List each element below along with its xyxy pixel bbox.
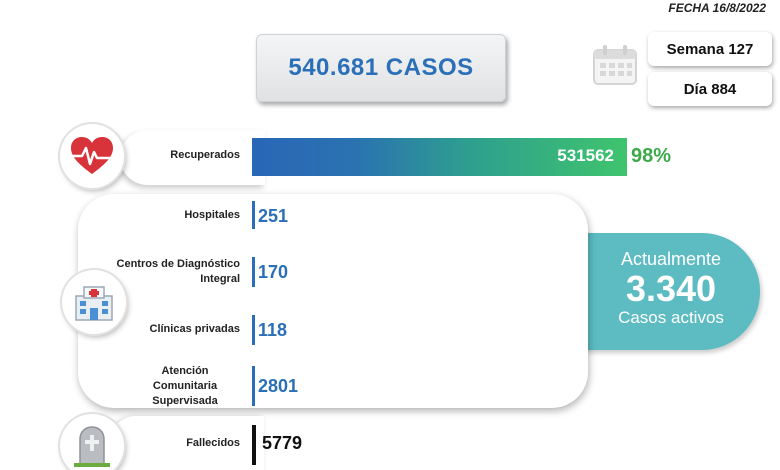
active-cases-heading: Actualmente (620, 249, 722, 269)
hospitales-value: 251 (258, 206, 289, 226)
calendar-icon (593, 45, 637, 85)
deceased-label: Fallecidos (186, 437, 240, 449)
active-cases-number: 3.340 (625, 268, 717, 309)
deceased-bar (252, 425, 256, 465)
acs-value: 2801 (258, 376, 299, 396)
total-cases-box: 540.681 CASOS (256, 34, 506, 102)
hospitales-bar (252, 201, 255, 229)
recovered-panel (120, 130, 265, 185)
recovered-percent: 98% (631, 145, 672, 167)
recovered-icon-circle (60, 124, 124, 188)
acs-label: Atención Comunitaria Supervisada (152, 365, 218, 407)
cdi-value: 170 (258, 262, 289, 282)
clinicas-label: Clínicas privadas (149, 323, 241, 335)
date-label: FECHA 16/8/2022 (668, 1, 766, 15)
cdi-bar (252, 257, 255, 287)
day-badge: Día 884 (648, 72, 772, 106)
active-cases-panel: Actualmente 3.340 Casos activos (560, 233, 760, 350)
clinicas-value: 118 (258, 320, 288, 340)
week-badge: Semana 127 (648, 32, 772, 66)
hospitalized-panel (78, 194, 588, 408)
tombstone-icon (74, 426, 110, 467)
total-cases-value: 540.681 CASOS (288, 54, 474, 81)
hospitales-label: Hospitales (184, 209, 240, 221)
recovered-label: Recuperados (170, 149, 240, 161)
heart-pulse-icon (71, 137, 113, 174)
deceased-value: 5779 (262, 433, 303, 453)
recovered-bar (252, 138, 627, 176)
recovered-value: 531562 (557, 146, 614, 165)
cdi-label: Centros de Diagnóstico Integral (116, 258, 240, 285)
deceased-icon-circle (60, 414, 124, 470)
clinicas-bar (252, 315, 255, 345)
deceased-panel (110, 416, 264, 470)
active-cases-caption: Casos activos (618, 308, 724, 327)
acs-bar (252, 366, 255, 406)
hospital-icon (75, 286, 113, 321)
hospital-icon-circle (62, 270, 126, 334)
